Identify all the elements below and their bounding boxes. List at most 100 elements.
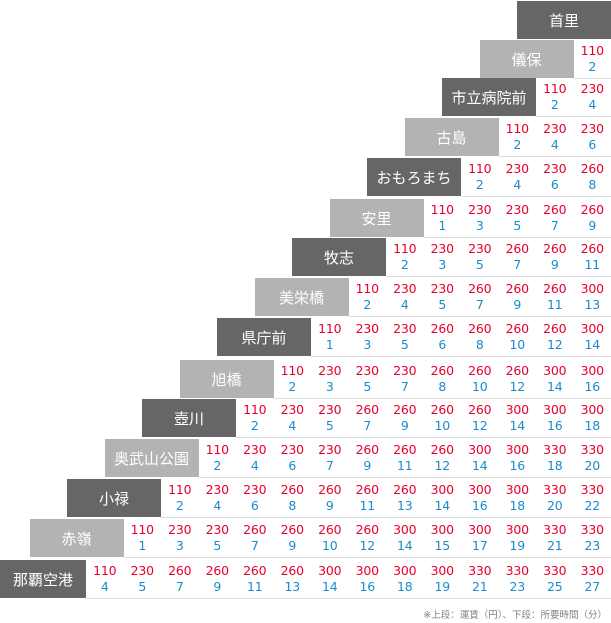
time-value: 9 <box>213 579 222 594</box>
time-value: 5 <box>325 418 334 433</box>
fare-time-cell: 110 2 <box>236 399 274 437</box>
fare-time-cell: 260 9 <box>386 399 424 437</box>
time-value: 11 <box>546 297 563 312</box>
time-value: 2 <box>588 59 597 74</box>
time-value: 14 <box>321 579 338 594</box>
fare-time-cell: 330 22 <box>574 479 611 517</box>
fare-value: 330 <box>580 563 604 578</box>
fare-value: 300 <box>430 482 454 497</box>
fare-time-cell: 300 18 <box>386 560 424 598</box>
time-value: 1 <box>325 337 334 352</box>
fare-time-cell: 300 18 <box>574 399 611 437</box>
fare-time-cell: 300 15 <box>424 519 462 557</box>
time-value: 11 <box>359 498 375 513</box>
fare-value: 300 <box>393 563 417 578</box>
fare-value: 230 <box>205 522 229 537</box>
fare-value: 300 <box>430 522 454 537</box>
fare-time-cell: 110 2 <box>499 118 537 156</box>
fare-time-cell: 260 13 <box>274 560 312 598</box>
time-value: 1 <box>138 538 147 553</box>
fare-time-cell: 230 4 <box>499 158 537 196</box>
fare-value: 230 <box>580 121 604 136</box>
station-label: 儀保 <box>479 40 574 78</box>
fare-time-cell: 260 11 <box>386 439 424 477</box>
fare-value: 260 <box>243 522 267 537</box>
fare-value: 110 <box>430 202 454 217</box>
fare-time-cell: 260 12 <box>499 360 537 398</box>
time-value: 11 <box>396 458 413 473</box>
fare-time-cell: 260 7 <box>236 519 274 557</box>
fare-time-cell: 260 9 <box>574 199 611 237</box>
time-value: 11 <box>584 257 600 272</box>
fare-time-cell: 260 9 <box>499 278 537 316</box>
footnote: ※上段：運賃（円）、下段：所要時間（分） <box>423 610 607 621</box>
fare-time-cell: 330 21 <box>461 560 499 598</box>
fare-value: 110 <box>130 522 154 537</box>
time-value: 6 <box>250 498 259 513</box>
fare-value: 300 <box>355 563 379 578</box>
time-value: 21 <box>546 538 563 553</box>
time-value: 4 <box>288 418 297 433</box>
fare-value: 330 <box>543 563 567 578</box>
fare-value: 330 <box>543 442 567 457</box>
time-value: 8 <box>588 177 597 192</box>
fare-time-cell: 330 25 <box>536 560 574 598</box>
fare-value: 260 <box>430 321 454 336</box>
time-value: 4 <box>513 177 522 192</box>
time-value: 5 <box>138 579 147 594</box>
station-label: 那覇空港 <box>0 560 86 598</box>
fare-value: 260 <box>318 482 342 497</box>
fare-time-cell: 300 16 <box>574 360 611 398</box>
fare-time-cell: 230 5 <box>311 399 349 437</box>
time-value: 5 <box>438 297 447 312</box>
fare-value: 230 <box>318 402 342 417</box>
fare-value: 300 <box>580 281 604 296</box>
fare-time-cell: 330 18 <box>536 439 574 477</box>
fare-time-cell: 300 16 <box>349 560 387 598</box>
fare-value: 300 <box>468 482 492 497</box>
fare-value: 330 <box>580 522 604 537</box>
time-value: 2 <box>475 177 484 192</box>
fare-time-cell: 110 2 <box>161 479 199 517</box>
time-value: 9 <box>513 297 522 312</box>
fare-value: 230 <box>168 522 192 537</box>
time-value: 2 <box>363 297 372 312</box>
time-value: 9 <box>325 498 334 513</box>
fare-time-cell: 300 16 <box>461 479 499 517</box>
fare-value: 230 <box>580 81 604 96</box>
time-value: 10 <box>321 538 338 553</box>
time-value: 14 <box>396 538 413 553</box>
fare-time-cell: 300 16 <box>536 399 574 437</box>
fare-time-cell: 230 3 <box>349 318 387 356</box>
time-value: 8 <box>288 498 297 513</box>
time-value: 16 <box>509 458 525 473</box>
fare-time-cell: 230 6 <box>274 439 312 477</box>
fare-time-cell: 330 20 <box>536 479 574 517</box>
fare-time-cell: 110 1 <box>124 519 162 557</box>
fare-value: 300 <box>318 563 342 578</box>
fare-value: 230 <box>543 161 567 176</box>
fare-time-cell: 260 12 <box>349 519 387 557</box>
fare-value: 330 <box>580 442 604 457</box>
fare-time-cell: 300 13 <box>574 278 611 316</box>
fare-value: 300 <box>468 522 492 537</box>
row-separator <box>123 557 611 558</box>
time-value: 9 <box>400 418 409 433</box>
fare-time-cell: 230 3 <box>424 238 462 276</box>
row-separator <box>311 356 611 357</box>
row-separator <box>461 196 611 197</box>
fare-time-cell: 300 16 <box>499 439 537 477</box>
fare-value: 110 <box>580 43 604 58</box>
time-value: 9 <box>288 538 297 553</box>
time-value: 23 <box>584 538 600 553</box>
fare-value: 260 <box>505 241 529 256</box>
fare-value: 330 <box>580 482 604 497</box>
time-value: 8 <box>475 337 484 352</box>
fare-time-cell: 230 3 <box>161 519 199 557</box>
fare-time-cell: 110 1 <box>311 318 349 356</box>
time-value: 7 <box>363 418 372 433</box>
row-separator <box>498 156 611 157</box>
time-value: 10 <box>471 379 488 394</box>
fare-value: 110 <box>505 121 529 136</box>
fare-value: 260 <box>505 281 529 296</box>
